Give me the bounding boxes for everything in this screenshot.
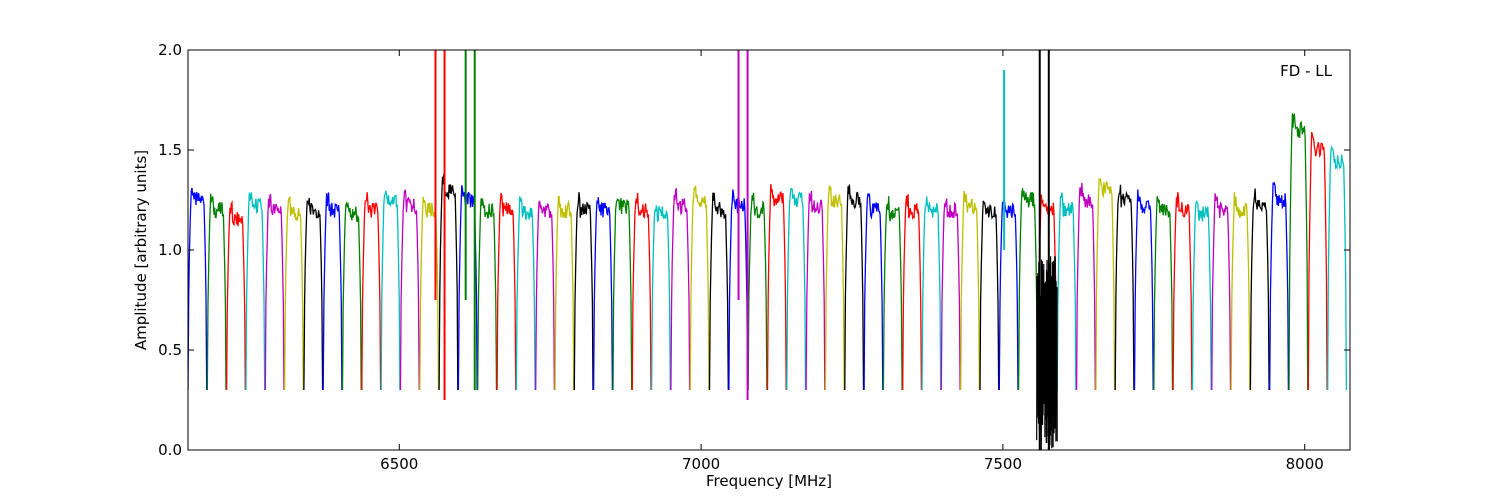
channel-trace-45 [1037,194,1058,391]
channel-trace-5 [264,193,285,391]
channel-trace-31 [766,184,787,391]
channel-trace-53 [1191,200,1212,391]
channel-trace-34 [824,185,845,391]
channel-trace-42 [979,200,1000,391]
channel-trace-43 [998,198,1019,391]
channel-trace-32 [786,188,807,391]
channel-trace-48 [1095,177,1116,391]
channel-trace-33 [805,190,826,391]
channel-trace-27 [689,185,710,391]
y-tick-label: 1.5 [158,141,182,159]
channel-trace-35 [844,184,865,391]
channel-trace-38 [902,194,923,391]
x-axis-label: Frequency [MHz] [706,472,832,490]
series-layer [188,50,1348,450]
channel-trace-17 [496,192,517,391]
channel-trace-57 [1269,181,1290,391]
channel-trace-54 [1211,193,1232,391]
channel-trace-25 [650,203,671,391]
y-axis-label: Amplitude [arbitrary units] [132,150,150,350]
y-tick-label: 1.0 [158,241,182,259]
channel-trace-7 [303,197,324,391]
channel-trace-40 [940,198,961,391]
channel-trace-9 [341,201,362,391]
channel-trace-6 [283,196,304,391]
channel-trace-51 [1153,196,1174,391]
channel-trace-8 [322,192,343,391]
channel-trace-1 [188,187,208,391]
channel-trace-24 [631,192,652,391]
channel-trace-44 [1017,188,1038,391]
channel-trace-49 [1114,184,1135,391]
channel-trace-21 [573,192,594,391]
channel-trace-41 [960,191,981,391]
x-tick-label: 7500 [984,455,1022,473]
channel-trace-39 [921,196,942,391]
channel-trace-58 [1288,113,1309,391]
channel-trace-2 [206,193,227,391]
channel-trace-10 [361,192,382,391]
channel-trace-30 [747,192,768,391]
channel-trace-14 [438,173,459,391]
axis-ticks: 6500 7000 7500 8000 0.0 0.5 1.0 1.5 2.0 [158,41,1350,473]
y-tick-label: 2.0 [158,41,182,59]
channel-trace-37 [882,196,903,391]
channel-trace-18 [515,196,536,391]
channel-trace-22 [592,197,614,391]
channel-trace-16 [477,198,498,391]
channel-trace-20 [554,195,575,391]
noisy-band [1036,256,1058,450]
channel-trace-52 [1172,192,1193,391]
channel-trace-56 [1249,188,1270,391]
x-tick-label: 7000 [682,455,720,473]
channel-trace-23 [612,198,633,391]
channel-trace-36 [863,193,884,391]
x-tick-label: 6500 [380,455,418,473]
channel-trace-28 [708,192,729,391]
annotation-label: FD - LL [1280,62,1332,80]
channel-trace-12 [399,188,420,391]
x-tick-label: 8000 [1286,455,1324,473]
channel-trace-60 [1327,145,1348,391]
channel-trace-50 [1133,189,1154,391]
channel-trace-19 [535,200,556,391]
channel-trace-46 [1056,192,1077,391]
channel-trace-47 [1075,182,1096,391]
channel-trace-4 [245,192,266,391]
channel-trace-26 [670,188,691,391]
channel-trace-3 [225,200,246,391]
channel-trace-55 [1230,192,1251,391]
y-tick-label: 0.5 [158,341,182,359]
channel-trace-11 [380,190,401,391]
y-tick-label: 0.0 [158,441,182,459]
channel-trace-59 [1307,132,1328,391]
